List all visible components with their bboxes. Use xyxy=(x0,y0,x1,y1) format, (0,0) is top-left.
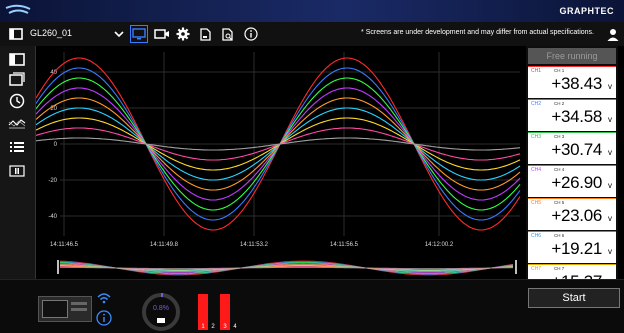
y-tick-label: -40 xyxy=(48,214,57,220)
channel-tag: CH3 xyxy=(531,134,542,140)
channel-tag: CH7 xyxy=(531,266,542,272)
channel-tag: CH2 xyxy=(531,101,542,107)
status-badge: Free running xyxy=(528,48,616,64)
channel-unit: v xyxy=(608,148,612,157)
channel-value: +23.06 xyxy=(551,206,602,225)
channel-card[interactable]: CH6 CH 6 +19.21 v xyxy=(528,231,616,263)
file-icon[interactable] xyxy=(198,25,212,43)
x-tick-label: 14:11:56.5 xyxy=(330,242,359,248)
channel-color-strip xyxy=(528,231,616,232)
bottom-bar: 0.8% 1 2 3 4 Start xyxy=(0,279,624,333)
user-icon[interactable] xyxy=(606,25,620,43)
window-icon[interactable] xyxy=(8,25,24,43)
list-icon[interactable] xyxy=(6,138,28,156)
channel-color-strip xyxy=(528,132,616,133)
brand-name: GRAPHTEC xyxy=(559,6,614,16)
channel-unit: v xyxy=(608,82,612,91)
channel-tag: CH4 xyxy=(531,167,542,173)
toolbar: GL260_01 * Screens are under development… xyxy=(0,22,624,46)
overview-series-line xyxy=(60,267,514,269)
info-icon[interactable] xyxy=(96,310,112,326)
channel-number: CH 6 xyxy=(554,233,565,238)
bar-label: 3 xyxy=(223,324,227,330)
channel-unit: v xyxy=(608,181,612,190)
x-tick-label: 14:12:00.2 xyxy=(425,242,454,248)
series-line xyxy=(35,137,521,151)
channel-unit: v xyxy=(608,214,612,223)
channel-value: +19.21 xyxy=(551,239,602,258)
clock-icon[interactable] xyxy=(6,92,28,110)
bar-label: 4 xyxy=(233,324,237,330)
channel-number: CH 2 xyxy=(554,101,565,106)
x-tick-label: 14:11:46.5 xyxy=(50,242,79,248)
sidebar xyxy=(0,46,36,279)
bar-label: 1 xyxy=(201,324,205,330)
x-tick-label: 14:11:53.2 xyxy=(240,242,269,248)
channel-card[interactable]: CH5 CH 5 +23.06 v xyxy=(528,198,616,230)
channel-color-strip xyxy=(528,99,616,100)
y-tick-label: 20 xyxy=(50,106,57,112)
channel-value: +30.74 xyxy=(551,140,602,159)
channel-card[interactable]: CH3 CH 3 +30.74 v xyxy=(528,132,616,164)
channel-unit: v xyxy=(608,115,612,124)
channel-card[interactable]: CH1 CH 1 +38.43 v xyxy=(528,66,616,98)
overview-series-line xyxy=(59,263,514,273)
channel-tag: CH6 xyxy=(531,233,542,239)
window-icon[interactable] xyxy=(6,50,28,68)
brand-bar: GRAPHTEC xyxy=(0,0,624,22)
chevron-down-icon[interactable] xyxy=(112,25,126,43)
level-bars: 1 2 3 4 xyxy=(198,294,237,330)
channel-color-strip xyxy=(528,198,616,199)
pause-icon[interactable] xyxy=(6,162,28,180)
x-tick-label: 14:11:49.8 xyxy=(150,242,179,248)
wifi-icon xyxy=(97,293,111,304)
y-tick-label: 0 xyxy=(54,142,58,148)
channel-number: CH 7 xyxy=(554,266,565,271)
channel-number: CH 1 xyxy=(554,68,565,73)
channel-unit: v xyxy=(608,247,612,256)
channel-value: +38.43 xyxy=(551,74,602,93)
channel-color-strip xyxy=(528,165,616,166)
development-notice: * Screens are under development and may … xyxy=(361,29,594,36)
logo-icon xyxy=(5,4,31,14)
waveform-chart[interactable]: 40 20 0 -20 -40 14:11:46.5 14:11:49.8 14:11:53… xyxy=(35,46,524,254)
gauge-percent: 0.8% xyxy=(153,305,169,312)
device-thumbnail xyxy=(38,296,92,322)
start-button[interactable]: Start xyxy=(528,288,620,308)
channel-color-strip xyxy=(528,264,616,265)
channel-tag: CH1 xyxy=(531,68,542,74)
channel-tag: CH5 xyxy=(531,200,542,206)
y-tick-label: -20 xyxy=(48,178,57,184)
wave-icon[interactable] xyxy=(6,114,28,132)
info-icon[interactable] xyxy=(243,25,259,43)
channel-card[interactable]: CH2 CH 2 +34.58 v xyxy=(528,99,616,131)
channel-panel: Free running CH1 CH 1 +38.43 v CH2 CH 2 +34.58… xyxy=(526,46,618,310)
channel-value: +34.58 xyxy=(551,107,602,126)
channel-color-strip xyxy=(528,66,616,67)
file-search-icon[interactable] xyxy=(221,25,235,43)
bar-label: 2 xyxy=(211,324,215,330)
channel-number: CH 3 xyxy=(554,134,565,139)
overview-series-line xyxy=(59,260,514,276)
device-name: GL260_01 xyxy=(30,28,73,38)
window-stack-icon[interactable] xyxy=(6,70,28,88)
gear-icon[interactable] xyxy=(175,25,191,43)
channel-card[interactable]: CH4 CH 4 +26.90 v xyxy=(528,165,616,197)
channel-value: +26.90 xyxy=(551,173,602,192)
camera-icon[interactable] xyxy=(153,25,171,43)
overview-strip[interactable] xyxy=(56,256,518,276)
monitor-icon[interactable] xyxy=(130,25,148,43)
channel-number: CH 4 xyxy=(554,167,565,172)
storage-gauge xyxy=(142,293,180,331)
channel-number: CH 5 xyxy=(554,200,565,205)
